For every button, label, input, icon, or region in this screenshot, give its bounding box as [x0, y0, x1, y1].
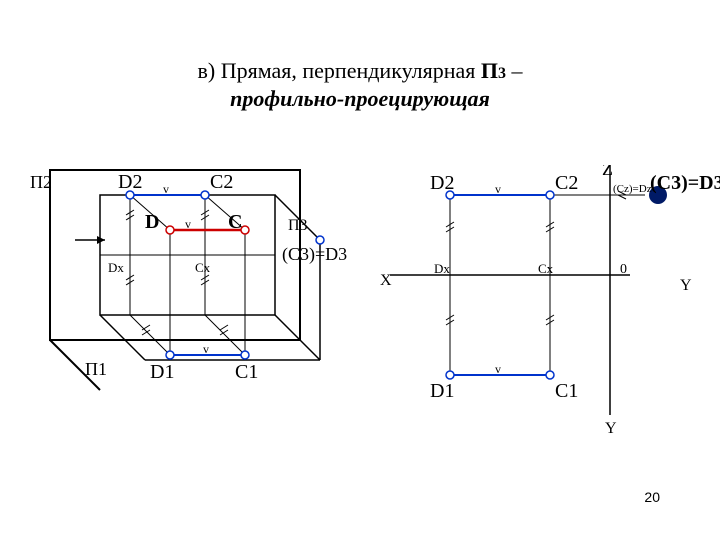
title-text-1a: в) Прямая, перпендикулярная	[198, 58, 481, 83]
svg-text:v: v	[185, 217, 191, 231]
left-3d-diagram: v v v П2 D2 C2 D C П3 (C3)=D3 Dx Cx П1 D…	[30, 160, 390, 460]
label-dx-left: Dx	[108, 260, 124, 275]
label-d1-left: D1	[150, 361, 174, 383]
label-c2-right: C2	[555, 172, 578, 194]
label-y2: Y	[605, 420, 617, 437]
label-d2-left: D2	[118, 171, 142, 193]
label-x: X	[380, 272, 392, 289]
label-p3: П3	[288, 217, 308, 234]
label-p2: П2	[30, 172, 52, 192]
label-c: C	[228, 211, 242, 233]
label-c3d3-left: (C3)=D3	[282, 244, 347, 265]
page-number: 20	[644, 489, 660, 505]
svg-text:v: v	[163, 182, 169, 196]
label-d1-right: D1	[430, 380, 454, 402]
title-dash: –	[506, 58, 523, 83]
label-p1: П1	[85, 359, 107, 379]
label-c1-right: C1	[555, 380, 578, 402]
right-epure-diagram: v v Z D2 C2 (Cz)=Dz (C3)=D3 X Dx Cx 0 Y …	[380, 165, 720, 485]
label-z: Z	[602, 165, 613, 179]
label-cx-left: Cx	[195, 260, 211, 275]
svg-text:v: v	[203, 342, 209, 356]
label-c3d3-right: (C3)=D3	[650, 172, 720, 194]
label-d: D	[145, 211, 159, 233]
label-c1-left: C1	[235, 361, 258, 383]
label-y1: Y	[680, 277, 692, 294]
title-pi: П	[481, 58, 498, 83]
svg-text:v: v	[495, 182, 501, 196]
label-origin: 0	[620, 262, 627, 277]
label-c2-left: C2	[210, 171, 233, 193]
label-cx-right: Cx	[538, 261, 554, 276]
label-d2-right: D2	[430, 172, 454, 194]
title-sub3: 3	[498, 65, 506, 82]
title-line-1: в) Прямая, перпендикулярная П3 –	[0, 58, 720, 84]
label-dx-right: Dx	[434, 261, 450, 276]
svg-text:v: v	[495, 362, 501, 376]
title-line-2: профильно-проецирующая	[0, 86, 720, 112]
label-czdz: (Cz)=Dz	[613, 183, 652, 195]
